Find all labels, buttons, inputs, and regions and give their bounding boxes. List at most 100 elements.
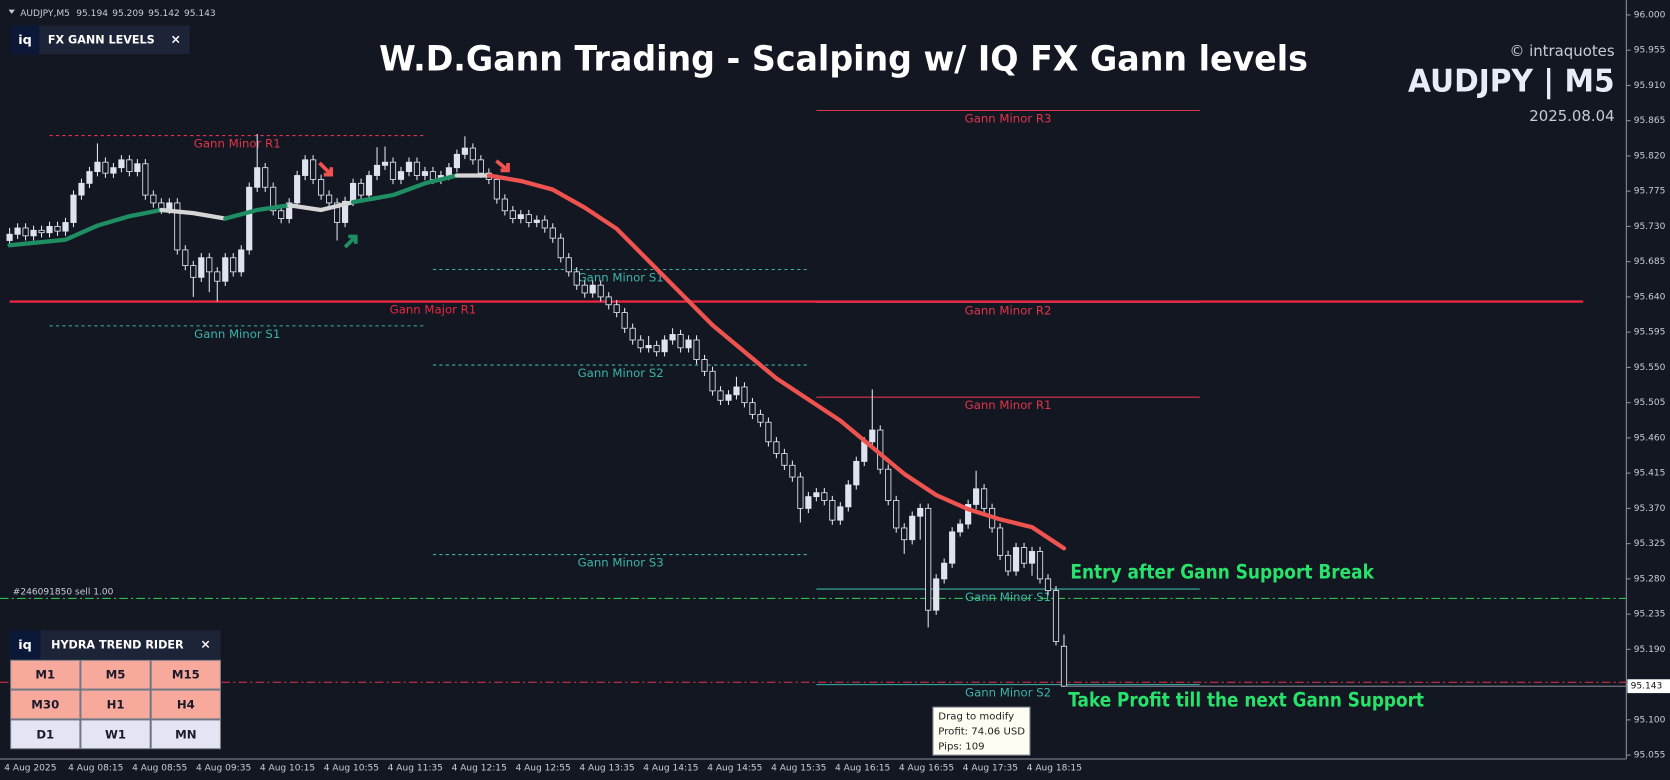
candle-body (909, 515, 916, 541)
timeframe-label[interactable]: M30 (31, 698, 59, 712)
timeframe-button[interactable] (150, 689, 221, 720)
y-tick-label: 95.505 (1634, 398, 1666, 408)
candle-body (885, 468, 892, 501)
x-tick-label: 4 Aug 16:55 (899, 763, 954, 773)
candle-body (30, 229, 37, 237)
candle-body (973, 488, 980, 505)
candle-body (357, 182, 365, 196)
candle-body (310, 159, 317, 180)
candle-body (996, 527, 1004, 556)
hydra-panel: iq HYDRA TREND RIDER M1 M5 M15 M30 H1 H4 D1 W1 M… (9, 630, 221, 750)
x-tick-label: 4 Aug 12:55 (515, 763, 570, 773)
timeframe-button[interactable] (80, 689, 151, 720)
candle-body (685, 339, 692, 349)
x-tick-label: 4 Aug 14:55 (707, 763, 762, 773)
gann-level-label: Gann Minor S1 (965, 590, 1051, 604)
candle-body (54, 225, 61, 232)
candle-body (246, 186, 253, 251)
brand: © intraquotes (1509, 42, 1614, 60)
candle-body (813, 492, 820, 498)
candle-body (341, 200, 349, 223)
timeframe-button[interactable] (150, 659, 221, 690)
candle-body (38, 229, 45, 234)
candle-body (949, 531, 956, 564)
trend-arrows (318, 159, 510, 249)
candle-body (14, 227, 21, 235)
timeframe-label[interactable]: D1 (36, 727, 54, 741)
candle-body (1012, 547, 1020, 572)
candle-body (318, 178, 325, 196)
candle-body (693, 339, 700, 360)
candle-body (805, 496, 812, 509)
candle-body (541, 219, 548, 229)
candle-body (589, 284, 596, 294)
y-tick-label: 95.280 (1634, 574, 1666, 584)
open: 95.194 (76, 8, 108, 18)
candle-body (565, 257, 572, 273)
candle-body (789, 464, 796, 478)
candle-body (94, 161, 101, 173)
candle-body (22, 227, 29, 237)
y-tick-label: 95.685 (1634, 257, 1666, 267)
candle-body (182, 249, 189, 267)
candle-body (837, 506, 844, 521)
candle-body (302, 159, 309, 176)
gann-level-label: Gann Minor S2 (965, 686, 1051, 700)
candle-body (781, 453, 788, 466)
y-tick-label: 95.460 (1634, 433, 1666, 443)
timeframe-label[interactable]: M1 (35, 668, 55, 682)
tooltip: Drag to modify Profit: 74.06 USD Pips: 1… (932, 706, 1031, 756)
moving-average (159, 207, 228, 221)
candle-body (629, 327, 636, 341)
candle-body (557, 237, 564, 259)
candle-body (126, 159, 133, 173)
gann-level-label: Gann Minor R2 (965, 303, 1052, 317)
menu-triangle[interactable] (8, 9, 15, 14)
candle-body (1020, 547, 1028, 564)
candle-body (709, 370, 716, 392)
candle-body (270, 186, 277, 212)
timeframe-label[interactable]: W1 (105, 727, 126, 741)
timeframe-label[interactable]: MN (175, 727, 196, 741)
timeframe-button[interactable] (10, 689, 81, 720)
candle-body (941, 562, 948, 580)
y-tick-label: 95.595 (1634, 328, 1666, 338)
timeframe-button[interactable] (10, 719, 81, 750)
candle-body (581, 284, 588, 294)
candle-body (286, 202, 293, 220)
candle-body (198, 257, 205, 278)
timeframe-label[interactable]: M5 (106, 668, 126, 682)
candle-body (397, 171, 405, 180)
close-button[interactable] (172, 35, 180, 44)
x-tick-label: 4 Aug 10:55 (324, 763, 379, 773)
candle-body (1004, 554, 1012, 572)
timeframe-button[interactable] (80, 719, 151, 750)
candle-body (573, 271, 580, 286)
x-tick-label: 4 Aug 17:35 (963, 763, 1018, 773)
date: 2025.08.04 (1529, 107, 1614, 125)
candle-body (741, 386, 748, 404)
close-button[interactable] (201, 640, 210, 649)
timeframe-button[interactable] (150, 719, 221, 750)
timeframe-label[interactable]: H1 (107, 698, 125, 712)
moving-average (287, 200, 356, 213)
instrument: AUDJPY | M5 (1408, 64, 1615, 100)
candle-body (429, 171, 437, 180)
candle-body (821, 492, 828, 501)
candle-body (214, 271, 221, 282)
candle-body (190, 265, 197, 278)
x-tick-label: 4 Aug 08:15 (68, 763, 123, 773)
gann-level-label: Gann Major R1 (390, 303, 477, 317)
annotation: Take Profit till the next Gann Support (1068, 688, 1424, 711)
timeframe-label[interactable]: H4 (177, 698, 195, 712)
candle-body (661, 339, 668, 353)
candle-body (613, 304, 620, 313)
y-tick-label: 95.730 (1634, 222, 1666, 232)
candle-body (70, 194, 77, 223)
candle-body (829, 500, 836, 521)
timeframe-label[interactable]: M15 (172, 668, 200, 682)
timeframe-button[interactable] (80, 659, 151, 690)
candle-body (477, 159, 484, 174)
timeframe-button[interactable] (10, 659, 81, 690)
candle-body (262, 167, 269, 188)
